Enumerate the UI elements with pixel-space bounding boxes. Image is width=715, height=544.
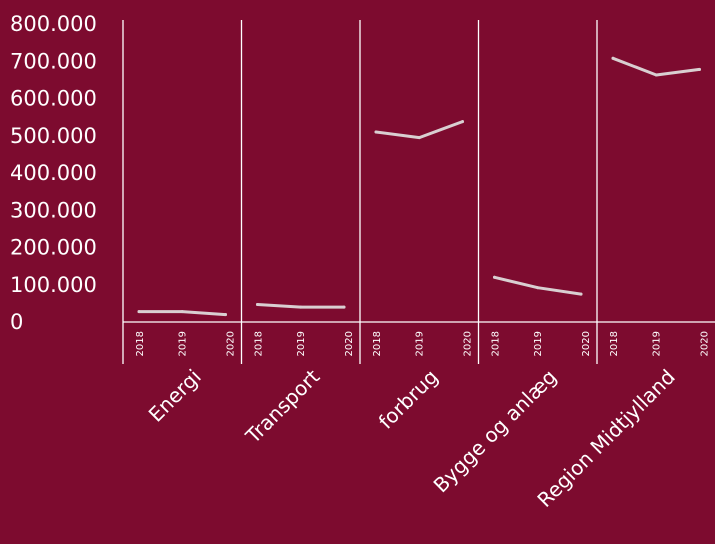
x-tick-label: 2020: [463, 331, 474, 356]
y-tick-label: 600.000: [10, 87, 97, 111]
y-axis: 0 100.000 200.000 300.000 400.000 500.000 600.…: [10, 12, 715, 364]
x-tick-label: 2020: [344, 331, 355, 356]
x-tick-label: 2020: [700, 331, 711, 356]
y-tick-label: 100.000: [10, 273, 97, 297]
x-tick-label: 2020: [581, 331, 592, 356]
y-tick-label: 300.000: [10, 198, 97, 222]
x-tick-label: 2018: [491, 331, 502, 356]
x-tick-label: 2019: [296, 331, 307, 356]
data-point: [698, 67, 701, 71]
data-point: [654, 73, 658, 77]
y-tick-label: 800.000: [10, 12, 97, 36]
data-point: [417, 136, 421, 140]
x-tick-label: 2019: [414, 331, 425, 356]
data-point: [579, 292, 583, 296]
y-tick-label: 500.000: [10, 124, 97, 148]
y-tick-label: 0: [10, 310, 23, 334]
data-point: [180, 310, 184, 314]
x-tick-label: 2019: [177, 331, 188, 356]
data-point: [536, 286, 540, 290]
data-point: [224, 313, 227, 317]
x-tick-label: 2018: [135, 331, 146, 356]
x-tick-label: 2018: [254, 331, 265, 356]
x-tick-label: 2020: [226, 331, 237, 356]
y-tick-label: 200.000: [10, 236, 97, 260]
data-point: [342, 305, 346, 309]
data-point: [299, 305, 303, 309]
data-point: [611, 56, 615, 60]
data-point: [461, 120, 464, 124]
data-point: [256, 302, 259, 306]
data-point: [137, 310, 141, 314]
y-tick-label: 700.000: [10, 49, 97, 73]
data-point: [493, 275, 496, 279]
x-tick-label: 2019: [651, 331, 662, 356]
x-tick-label: 2018: [372, 331, 383, 356]
x-tick-label: 2019: [533, 331, 544, 356]
x-tick-label: 2018: [609, 331, 620, 356]
data-point: [374, 130, 378, 134]
y-tick-label: 400.000: [10, 161, 97, 185]
